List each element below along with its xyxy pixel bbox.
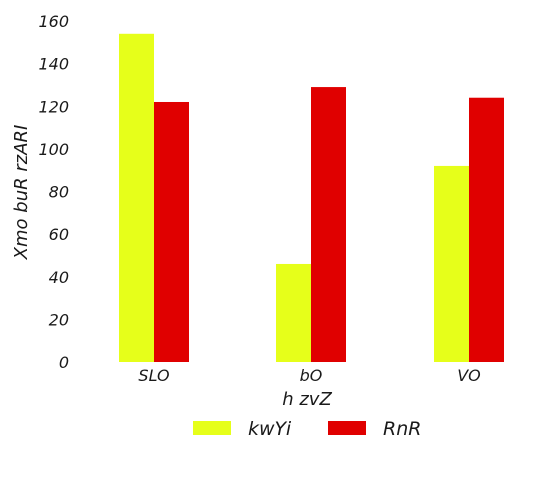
bar-kwYi-bO: [276, 263, 311, 362]
legend-label: RnR: [383, 418, 421, 440]
y-tick-label: 100: [38, 140, 69, 159]
x-tick-label: SLO: [138, 366, 169, 385]
bar-RnR-bO: [311, 87, 346, 362]
x-axis-ticks: SLO bO VO: [138, 366, 480, 385]
y-tick-label: 60: [49, 225, 69, 244]
y-tick-label: 0: [59, 353, 69, 372]
x-tick-label: bO: [300, 366, 323, 385]
bar-RnR-VO: [469, 97, 504, 362]
bar-kwYi-SLO: [119, 33, 154, 362]
legend-swatch-kwYi: [193, 421, 231, 435]
legend: kwYi RnR: [193, 418, 421, 440]
y-tick-label: 160: [38, 12, 69, 31]
legend-swatch-RnR: [328, 421, 366, 435]
y-tick-label: 20: [49, 310, 69, 329]
y-tick-label: 80: [49, 183, 69, 202]
y-tick-label: 120: [38, 97, 69, 116]
bar-RnR-SLO: [154, 101, 189, 363]
bars: [119, 33, 504, 363]
y-axis-ticks: 0 20 40 60 80 100 120 140 160: [38, 12, 69, 372]
x-tick-label: VO: [457, 366, 481, 385]
bar-kwYi-VO: [434, 165, 469, 362]
legend-label: kwYi: [248, 418, 292, 440]
y-tick-label: 140: [38, 55, 69, 74]
x-axis-title: h zvZ: [282, 389, 332, 410]
y-tick-label: 40: [49, 268, 69, 287]
y-axis-title: Xmo buR rzARI: [11, 125, 32, 261]
